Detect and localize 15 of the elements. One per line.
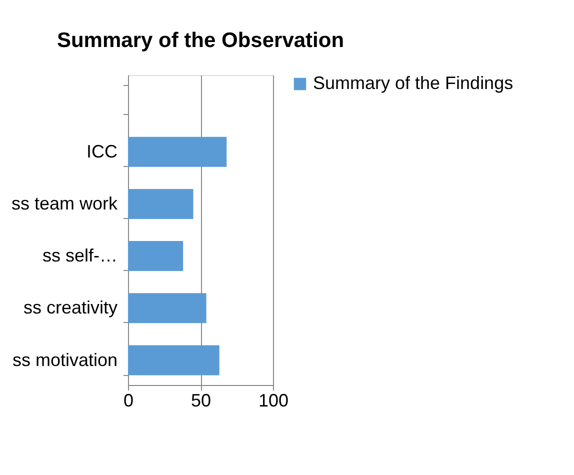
bar [128,188,194,219]
y-tick-label: ss creativity [23,298,118,318]
bar [128,293,206,324]
y-tick-label: ss team work [11,193,118,214]
x-tick-label: 100 [258,390,289,410]
bar [128,241,184,272]
chart-title: Summary of the Observation [56,29,344,52]
y-tick-label: ICC [86,141,118,162]
x-tick-label: 50 [190,390,212,410]
bar [128,136,227,167]
y-tick-label: ss self-… [42,246,118,266]
x-tick-label: 0 [123,390,134,410]
bar [128,345,220,376]
legend-label: Summary of the Findings [313,73,514,93]
y-tick-label: ss motivation [12,350,118,370]
